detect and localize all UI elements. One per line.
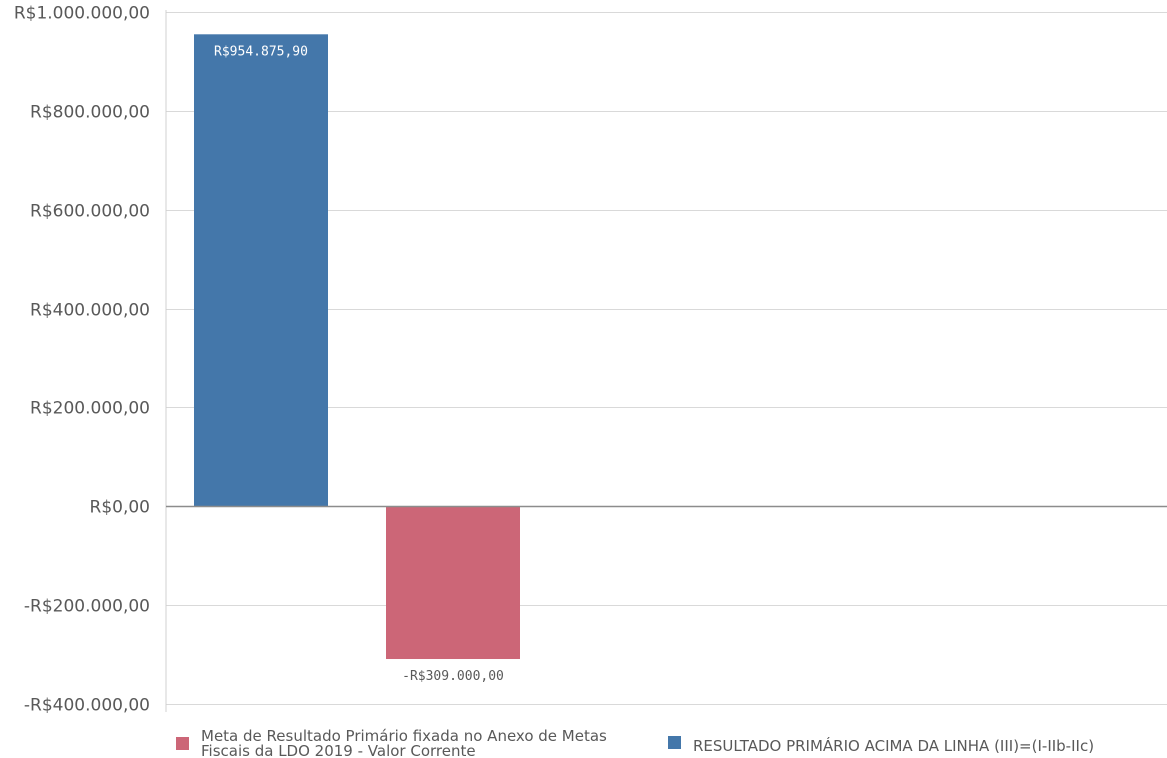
data-label: R$954.875,90 <box>214 44 308 59</box>
legend-swatch <box>668 736 681 749</box>
legend-label: Meta de Resultado Primário fixada no Ane… <box>201 727 607 745</box>
y-tick-label: -R$400.000,00 <box>24 696 150 716</box>
y-tick-label: R$600.000,00 <box>30 202 150 222</box>
y-tick-label: R$1.000.000,00 <box>14 4 150 24</box>
y-axis: -R$400.000,00 -R$200.000,00 R$0,00 R$200.00… <box>14 4 167 716</box>
y-tick-label: R$0,00 <box>90 498 150 518</box>
y-tick-label: R$400.000,00 <box>30 301 150 321</box>
y-tick-label: R$800.000,00 <box>30 103 150 123</box>
gridlines <box>166 12 1167 705</box>
bars <box>194 34 520 660</box>
legend: Meta de Resultado Primário fixada no Ane… <box>176 727 1094 758</box>
bar <box>386 506 520 660</box>
legend-label: Fiscais da LDO 2019 - Valor Corrente <box>201 742 476 758</box>
y-tick-label: -R$200.000,00 <box>24 597 150 617</box>
data-label: -R$309.000,00 <box>402 669 504 684</box>
legend-label: RESULTADO PRIMÁRIO ACIMA DA LINHA (III)=… <box>693 736 1094 755</box>
value-labels: R$954.875,90 -R$309.000,00 <box>214 44 504 684</box>
bar <box>194 34 328 507</box>
y-tick-label: R$200.000,00 <box>30 399 150 419</box>
legend-swatch <box>176 737 189 750</box>
